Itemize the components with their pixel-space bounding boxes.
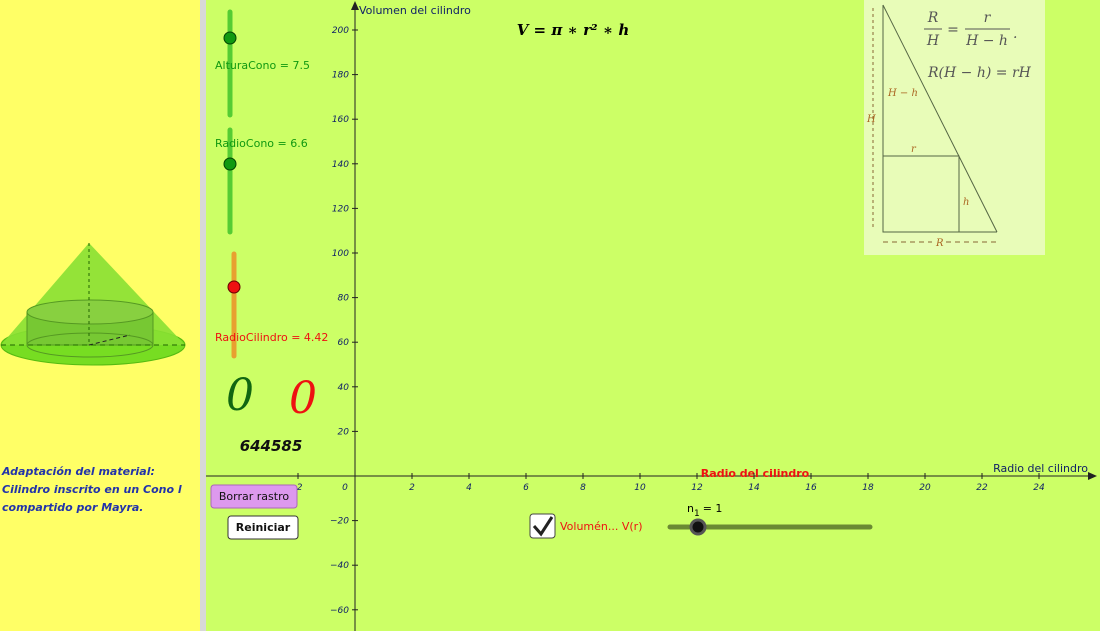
inset-label: H [866,114,876,125]
slider-label-sub: 1 [694,509,700,519]
x-axis-arrow [1088,472,1097,480]
y-tick-label: 80 [338,294,350,304]
caption-line: Adaptación del material: [1,465,155,478]
inset-label-bg [932,236,946,248]
y-tick-label: 180 [332,71,349,81]
x-tick-label: 22 [976,483,988,493]
slider-label-name: n [687,502,694,515]
inset-math: R(H − h) = rH [927,65,1032,81]
slider-label: n1 = 1 [687,502,722,519]
slider-knob[interactable] [223,157,237,171]
slider-label: RadioCilindro = 4.42 [215,331,328,344]
y-tick-label: 120 [332,204,349,214]
inset-label: h [963,197,969,208]
inset-math: R [927,10,939,26]
button-reset[interactable] [227,515,299,540]
checkmark [532,516,554,537]
y-tick-label: −40 [330,561,349,571]
y-tick-label: 200 [332,26,349,36]
x-tick-label: 2 [409,483,415,493]
x-tick-label: 12 [691,483,703,493]
inset-label: r [911,144,917,155]
checkbox-label[interactable]: Volumén... V(r) [560,520,643,533]
x-tick-label: 0 [342,483,348,493]
button-label[interactable]: Reiniciar [236,521,291,534]
counter-number: 644585 [240,437,303,455]
x-tick-label: 6 [523,483,529,493]
x-tick-label: 8 [580,483,586,493]
inset-math: H [926,33,940,49]
x-tick-label: -2 [294,483,303,493]
x-tick-label: 4 [466,483,472,493]
y-tick-label: 20 [338,427,350,437]
inset-math: H − h [965,33,1008,49]
x-axis-label-center: Radio del cilindro [701,467,810,480]
slider-label-value: = 1 [703,502,723,515]
slider-knob[interactable] [227,280,241,294]
button-clear[interactable] [210,484,298,509]
slider-label: RadioCono = 6.6 [215,137,308,150]
slider-label: AlturaCono = 7.5 [215,59,310,72]
x-tick-label: 20 [919,483,931,493]
y-tick-label: 160 [332,115,349,125]
y-axis-arrow [351,1,359,10]
inset-square [882,155,960,233]
x-tick-label: 24 [1033,483,1045,493]
counter-red: 0 [289,373,317,424]
counter-green: 0 [226,370,254,421]
ticks: -2 0 2 4 6 8 10 12 14 16 18 20 22 24−60−40−2020406080… [294,26,1045,616]
y-tick-label: −20 [330,517,349,527]
inset-background [864,0,1045,255]
x-tick-label: 16 [805,483,817,493]
x-tick-label: 18 [862,483,874,493]
inset-label: H − h [887,88,918,99]
y-axis-label: Volumen del cilindro [359,4,471,17]
inset-label: R [935,238,944,249]
formula: V = π ∗ r² ∗ h [517,21,630,39]
x-tick-label: 10 [634,483,646,493]
caption-line: compartido por Mayra. [2,501,143,514]
x-tick-label: 14 [748,483,760,493]
inset-math: r [984,10,992,26]
inset-line [882,4,998,233]
y-tick-label: −60 [330,606,349,616]
slider-knob[interactable] [689,518,707,536]
slider-knob[interactable] [223,31,237,45]
divider [200,0,206,631]
y-tick-label: 100 [332,249,349,259]
inset: R H = r H − h . R(H − h) = rH H − h H r … [864,0,1045,255]
button-label[interactable]: Borrar rastro [219,490,289,503]
x-axis-label: Radio del cilindro [993,462,1088,475]
cone-drawing [0,243,186,366]
caption-line: Cilindro inscrito en un Cono l [2,483,182,496]
y-tick-label: 140 [332,160,349,170]
y-tick-label: 60 [338,338,350,348]
inset-math: . [1013,26,1017,42]
y-tick-label: 40 [338,383,350,393]
inset-math: = [947,22,959,38]
